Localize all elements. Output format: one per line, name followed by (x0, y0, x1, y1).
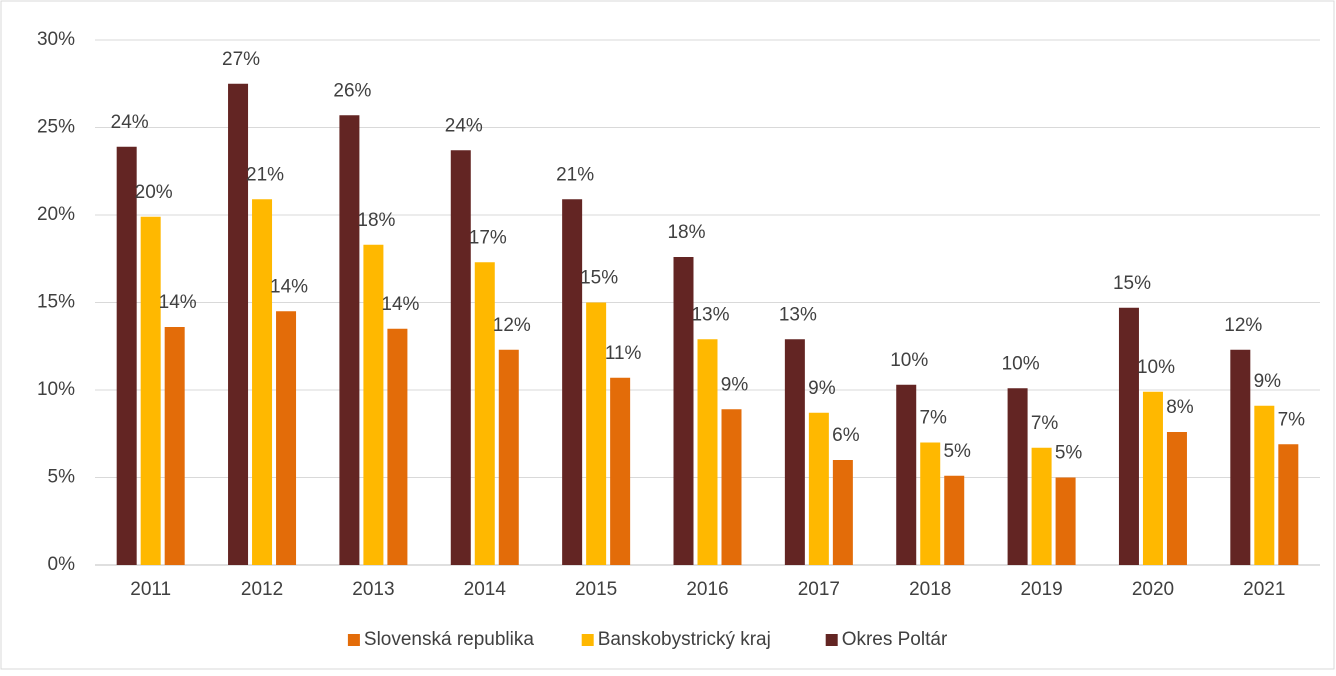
data-label: 9% (721, 374, 749, 395)
data-label: 7% (1031, 413, 1059, 434)
bar (228, 83, 249, 565)
bar (276, 311, 297, 565)
bar (164, 327, 185, 565)
bar (1278, 444, 1299, 565)
legend-swatch (581, 634, 594, 646)
data-label: 27% (222, 49, 260, 70)
data-label: 11% (605, 343, 642, 364)
data-label: 9% (1254, 371, 1282, 392)
bar (1118, 307, 1139, 565)
bar (562, 199, 583, 565)
y-tick-label: 15% (37, 292, 75, 313)
data-label: 10% (1002, 353, 1040, 374)
y-tick-label: 20% (37, 204, 75, 225)
legend-label: Banskobystrický kraj (598, 629, 771, 650)
data-label: 18% (667, 222, 705, 243)
bar (363, 244, 384, 565)
bar (450, 150, 471, 565)
bar (1031, 447, 1052, 565)
data-label: 15% (1113, 273, 1151, 294)
y-tick-label: 30% (37, 29, 75, 50)
x-tick-label: 2019 (1020, 579, 1062, 600)
bar (474, 262, 495, 565)
data-label: 21% (246, 164, 284, 185)
data-label: 10% (890, 350, 928, 371)
x-tick-label: 2021 (1243, 579, 1285, 600)
x-tick-label: 2011 (130, 579, 171, 600)
legend-swatch (825, 634, 838, 646)
data-label: 5% (943, 441, 971, 462)
y-tick-label: 10% (37, 379, 75, 400)
bar (116, 146, 137, 565)
data-label: 8% (1166, 397, 1194, 418)
bar (1055, 477, 1076, 565)
bar (920, 442, 941, 565)
bar (610, 377, 631, 565)
data-label: 13% (691, 304, 729, 325)
x-tick-label: 2013 (352, 579, 394, 600)
data-label: 13% (779, 304, 817, 325)
bar (896, 384, 917, 565)
x-tick-label: 2012 (241, 579, 283, 600)
legend-label: Okres Poltár (842, 629, 948, 650)
bar (673, 257, 694, 565)
y-tick-label: 0% (48, 554, 76, 575)
bar (252, 199, 273, 565)
data-label: 18% (357, 210, 395, 231)
data-label: 6% (832, 425, 860, 446)
data-label: 24% (445, 115, 483, 136)
x-tick-label: 2014 (464, 579, 507, 600)
data-label: 17% (469, 227, 507, 248)
bar (1007, 388, 1028, 565)
y-tick-label: 5% (48, 467, 76, 488)
data-label: 26% (333, 80, 371, 101)
data-label: 21% (556, 164, 594, 185)
data-label: 14% (159, 292, 197, 313)
bar (697, 339, 718, 565)
data-label: 7% (919, 408, 947, 429)
data-label: 14% (381, 294, 419, 315)
data-label: 12% (493, 315, 531, 336)
data-label: 7% (1278, 409, 1306, 430)
x-tick-label: 2020 (1132, 579, 1174, 600)
bar (944, 475, 965, 565)
bar (808, 412, 829, 565)
x-tick-label: 2016 (686, 579, 728, 600)
bar (498, 349, 519, 565)
data-label: 12% (1224, 315, 1262, 336)
legend-label: Slovenská republika (364, 629, 534, 650)
x-tick-label: 2018 (909, 579, 951, 600)
bar (1254, 405, 1275, 565)
data-label: 10% (1137, 357, 1175, 378)
bar (1230, 349, 1251, 565)
bar (1142, 391, 1163, 565)
bar (387, 328, 408, 565)
x-tick-label: 2017 (798, 579, 840, 600)
bar (832, 460, 853, 565)
data-label: 20% (135, 182, 173, 203)
bar (339, 115, 360, 565)
data-label: 24% (111, 112, 149, 133)
y-tick-label: 25% (37, 117, 75, 138)
data-label: 14% (270, 276, 308, 297)
bar (784, 339, 805, 565)
bar (140, 216, 161, 565)
data-label: 9% (808, 378, 836, 399)
legend-swatch (347, 634, 360, 646)
x-tick-label: 2015 (575, 579, 617, 600)
bar (586, 302, 607, 565)
bar (721, 409, 742, 565)
bar (1166, 432, 1187, 565)
data-label: 15% (580, 268, 618, 289)
data-label: 5% (1055, 443, 1083, 464)
